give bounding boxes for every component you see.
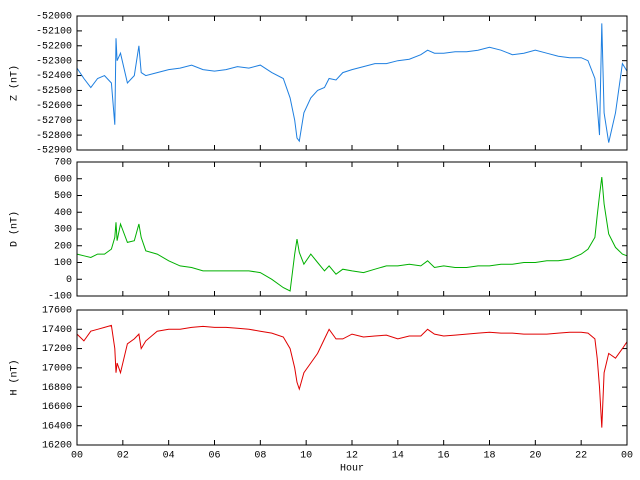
plot-frame [76, 161, 628, 297]
y-tick-label: 16800 [42, 383, 72, 394]
y-tick-label: -100 [48, 292, 72, 303]
y-tick-label: -52200 [36, 41, 72, 52]
y-tick-label: -52300 [36, 56, 72, 67]
y-tick-label: -52000 [36, 12, 72, 23]
y-tick-label: 600 [54, 174, 72, 185]
y-tick-label: -52400 [36, 71, 72, 82]
y-tick-label: 17000 [42, 363, 72, 374]
x-tick-label: 12 [346, 451, 358, 462]
x-tick-label: 16 [438, 451, 450, 462]
y-tick-label: 17400 [42, 325, 72, 336]
y-tick-label: 16200 [42, 441, 72, 452]
x-axis-label: Hour [340, 464, 364, 475]
x-tick-label: 14 [392, 451, 404, 462]
data-line [76, 177, 628, 292]
x-tick-label: 08 [254, 451, 266, 462]
y-tick-label: -52500 [36, 86, 72, 97]
y-tick-label: 300 [54, 225, 72, 236]
y-tick-label: 0 [66, 275, 72, 286]
plot-frame [76, 309, 628, 446]
x-tick-label: 10 [300, 451, 312, 462]
x-tick-label: 18 [483, 451, 495, 462]
y-tick-label: 700 [54, 158, 72, 169]
x-tick-label: 02 [117, 451, 129, 462]
y-axis-label: D (nT) [9, 211, 21, 247]
data-line [76, 324, 628, 428]
plot-frame [76, 15, 628, 151]
y-tick-label: -52900 [36, 146, 72, 157]
y-tick-label: 100 [54, 258, 72, 269]
y-tick-label: -52700 [36, 116, 72, 127]
x-tick-label: 00 [621, 451, 633, 462]
x-tick-label: 22 [575, 451, 587, 462]
y-tick-label: -52800 [36, 131, 72, 142]
y-tick-label: -52100 [36, 27, 72, 38]
x-tick-label: 06 [208, 451, 220, 462]
data-line [76, 23, 628, 143]
y-tick-label: 17200 [42, 344, 72, 355]
y-tick-label: 200 [54, 241, 72, 252]
y-tick-label: 400 [54, 208, 72, 219]
y-tick-label: 17600 [42, 306, 72, 317]
y-tick-label: 16400 [42, 421, 72, 432]
y-tick-label: 16600 [42, 402, 72, 413]
y-axis-label: Z (nT) [9, 65, 21, 101]
x-tick-label: 00 [71, 451, 83, 462]
y-tick-label: -52600 [36, 101, 72, 112]
y-axis-label: H (nT) [9, 359, 21, 395]
x-tick-label: 04 [163, 451, 175, 462]
y-tick-label: 500 [54, 191, 72, 202]
x-tick-label: 20 [529, 451, 541, 462]
